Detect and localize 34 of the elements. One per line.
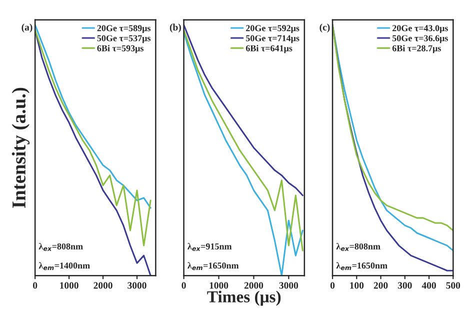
annotation: λ$_{ex}$=915nm: [188, 242, 232, 251]
legend-label: 50Ge τ=36.6μs: [392, 35, 448, 44]
x-tick-label: 2000: [244, 282, 264, 289]
x-tick-label: 1000: [60, 282, 78, 289]
x-tick-label: 200: [374, 282, 388, 289]
annotation: λ$_{ex}$=808nm: [38, 242, 83, 251]
x-tick-label: 500: [446, 282, 460, 289]
legend-label: 6Bi τ=28.7μs: [392, 44, 441, 54]
text: (a): [22, 24, 32, 32]
x-tick-label: 0: [33, 282, 38, 289]
annotation: λ$_{em}$=1650nm: [336, 262, 388, 270]
x-tick-label: 3000: [128, 282, 146, 289]
annotation: λ$_{em}$=1650nm: [188, 262, 239, 270]
x-axis-title: Times (μs): [207, 290, 281, 306]
legend-label: 6Bi τ=641μs: [246, 44, 292, 54]
x-tick-label: 1000: [210, 282, 228, 289]
x-tick-label: 400: [422, 282, 436, 289]
legend-label: 50Ge τ=537μs: [97, 35, 151, 44]
annotation: λ$_{ex}$=808nm: [336, 242, 380, 251]
x-tick-label: 2000: [94, 282, 112, 289]
x-tick-label: 300: [398, 282, 412, 289]
legend-label: 50Ge τ=714μs: [246, 35, 300, 44]
legend-label: 6Bi τ=593μs: [97, 44, 144, 54]
annotation: λ$_{em}$=1400nm: [38, 262, 90, 270]
legend-label: 20Ge τ=592μs: [246, 25, 300, 34]
x-tick-label: 0: [330, 282, 335, 289]
y-axis-title: Intensity (a.u.): [12, 88, 30, 208]
x-tick-label: 0: [182, 282, 186, 289]
text: (c): [320, 24, 330, 32]
legend-label: 20Ge τ=589μs: [97, 25, 151, 34]
x-tick-label: 100: [350, 282, 364, 289]
text: (b): [170, 24, 181, 32]
x-tick-label: 3000: [279, 282, 298, 289]
legend-label: 20Ge τ=43.0μs: [392, 25, 448, 34]
